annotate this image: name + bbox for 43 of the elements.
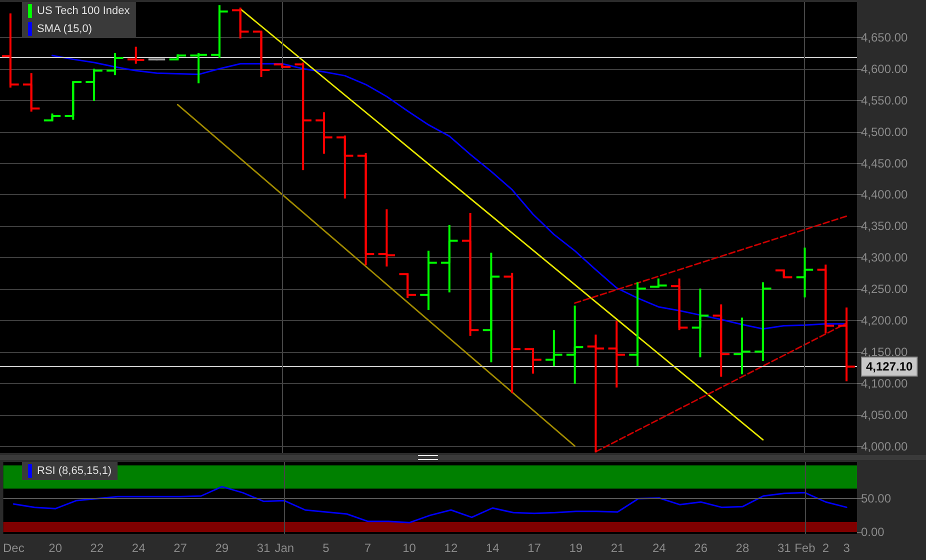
- x-tick-label: 20: [48, 541, 62, 555]
- x-tick-label: 12: [444, 541, 458, 555]
- y-tick-label: 0.00: [861, 525, 885, 539]
- x-tick-label: 31: [256, 541, 271, 555]
- y-tick-label: 4,500.00: [861, 124, 908, 139]
- x-tick-label: 29: [215, 541, 229, 555]
- x-tick-label: 31: [777, 541, 792, 555]
- x-tick-label: 28: [736, 541, 750, 555]
- y-tick-label: 4,400.00: [861, 188, 908, 202]
- x-tick-label: 5: [322, 541, 330, 555]
- y-tick-label: 4,000.00: [861, 440, 908, 454]
- y-tick-label: 50.00: [861, 492, 892, 506]
- x-tick-label: 3: [843, 541, 850, 555]
- x-tick-label: 26: [694, 541, 708, 555]
- y-tick-label: 4,350.00: [861, 219, 908, 234]
- x-tick-label: 24: [652, 541, 666, 555]
- x-tick-label: 2: [822, 541, 830, 555]
- y-tick-label: 4,100.00: [861, 376, 908, 391]
- x-tick-label: 10: [402, 541, 416, 555]
- legend-label: RSI (8,65,15,1): [37, 465, 112, 477]
- y-tick-label: 4,300.00: [861, 250, 908, 265]
- x-tick-label: Dec: [3, 541, 24, 555]
- y-tick-label: 4,150.00: [861, 345, 908, 360]
- ref-line-label: 4,127.10: [866, 360, 914, 374]
- legend-label: US Tech 100 Index: [37, 5, 130, 17]
- x-tick-label: 7: [364, 541, 372, 555]
- y-tick-label: 4,250.00: [861, 282, 908, 296]
- y-tick-label: 4,200.00: [861, 314, 908, 328]
- x-tick-label: 14: [486, 541, 500, 555]
- y-tick-label: 4,550.00: [861, 93, 908, 108]
- x-tick-label: 21: [610, 541, 625, 555]
- x-tick-label: 22: [90, 541, 104, 555]
- y-tick-label: 4,450.00: [861, 156, 908, 170]
- x-tick-label: Jan: [274, 541, 294, 555]
- x-tick-label: 17: [528, 541, 542, 555]
- x-tick-label: 19: [569, 541, 583, 555]
- x-tick-label: Feb: [794, 541, 816, 555]
- legend-label: SMA (15,0): [37, 23, 92, 35]
- y-tick-label: 4,050.00: [861, 408, 908, 422]
- x-tick-label: 27: [174, 541, 188, 555]
- y-tick-label: 4,650.00: [861, 30, 908, 44]
- y-tick-label: 4,600.00: [861, 62, 908, 76]
- x-tick-label: 24: [132, 541, 146, 555]
